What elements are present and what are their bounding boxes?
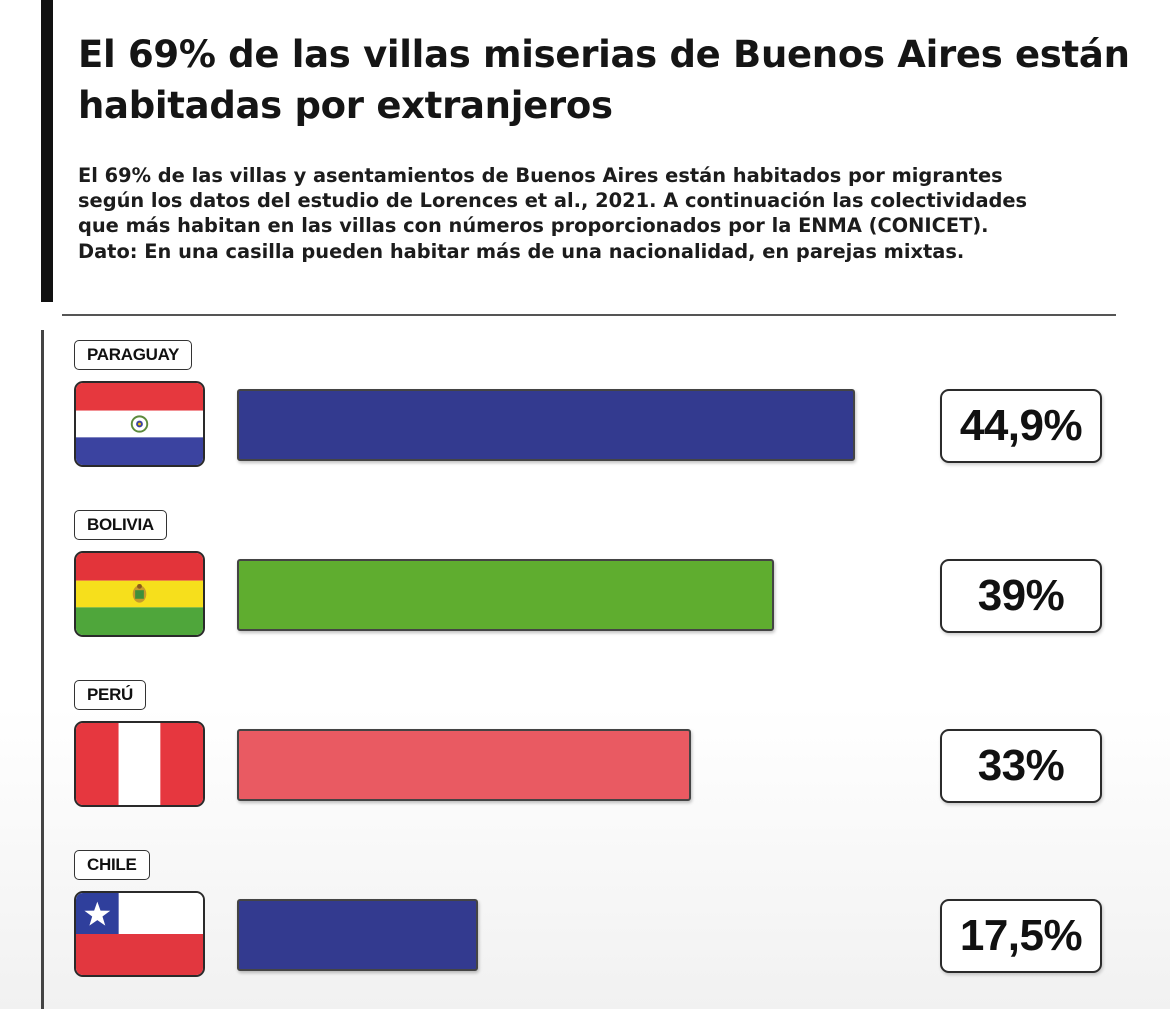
bar-chile	[237, 899, 478, 971]
chile-flag-icon	[74, 891, 205, 977]
page-title: El 69% de las villas miserias de Buenos …	[78, 33, 1130, 127]
subtitle-line: Dato: En una casilla pueden habitar más …	[78, 239, 965, 263]
title-accent-bar	[41, 0, 53, 302]
bar-peru	[237, 729, 691, 801]
bar-paraguay	[237, 389, 855, 461]
subtitle-line: según los datos del estudio de Lorences …	[78, 189, 1028, 213]
chart-row-paraguay: PARAGUAY 44,9%	[0, 340, 1170, 480]
page-subtitle: El 69% de las villas y asentamientos de …	[78, 163, 1158, 264]
paraguay-flag-icon	[74, 381, 205, 467]
value-label-peru: 33%	[940, 729, 1102, 803]
country-label-chile: CHILE	[74, 850, 150, 880]
bolivia-flag-icon	[74, 551, 205, 637]
country-label-paraguay: PARAGUAY	[74, 340, 193, 370]
value-label-paraguay: 44,9%	[940, 389, 1102, 463]
country-label-peru: PERÚ	[74, 680, 147, 710]
subtitle-line: El 69% de las villas y asentamientos de …	[78, 164, 1003, 187]
value-label-bolivia: 39%	[940, 559, 1102, 633]
country-label-bolivia: BOLIVIA	[74, 510, 167, 540]
chart-row-chile: CHILE 17,5%	[0, 850, 1170, 990]
chart-row-bolivia: BOLIVIA 39%	[0, 510, 1170, 650]
chart-axis-line	[41, 330, 44, 1009]
bar-bolivia	[237, 559, 774, 631]
chart-row-peru: PERÚ 33%	[0, 680, 1170, 820]
value-label-chile: 17,5%	[940, 899, 1102, 973]
peru-flag-icon	[74, 721, 205, 807]
header-divider	[62, 314, 1116, 316]
subtitle-line: que más habitan en las villas con número…	[78, 214, 989, 238]
